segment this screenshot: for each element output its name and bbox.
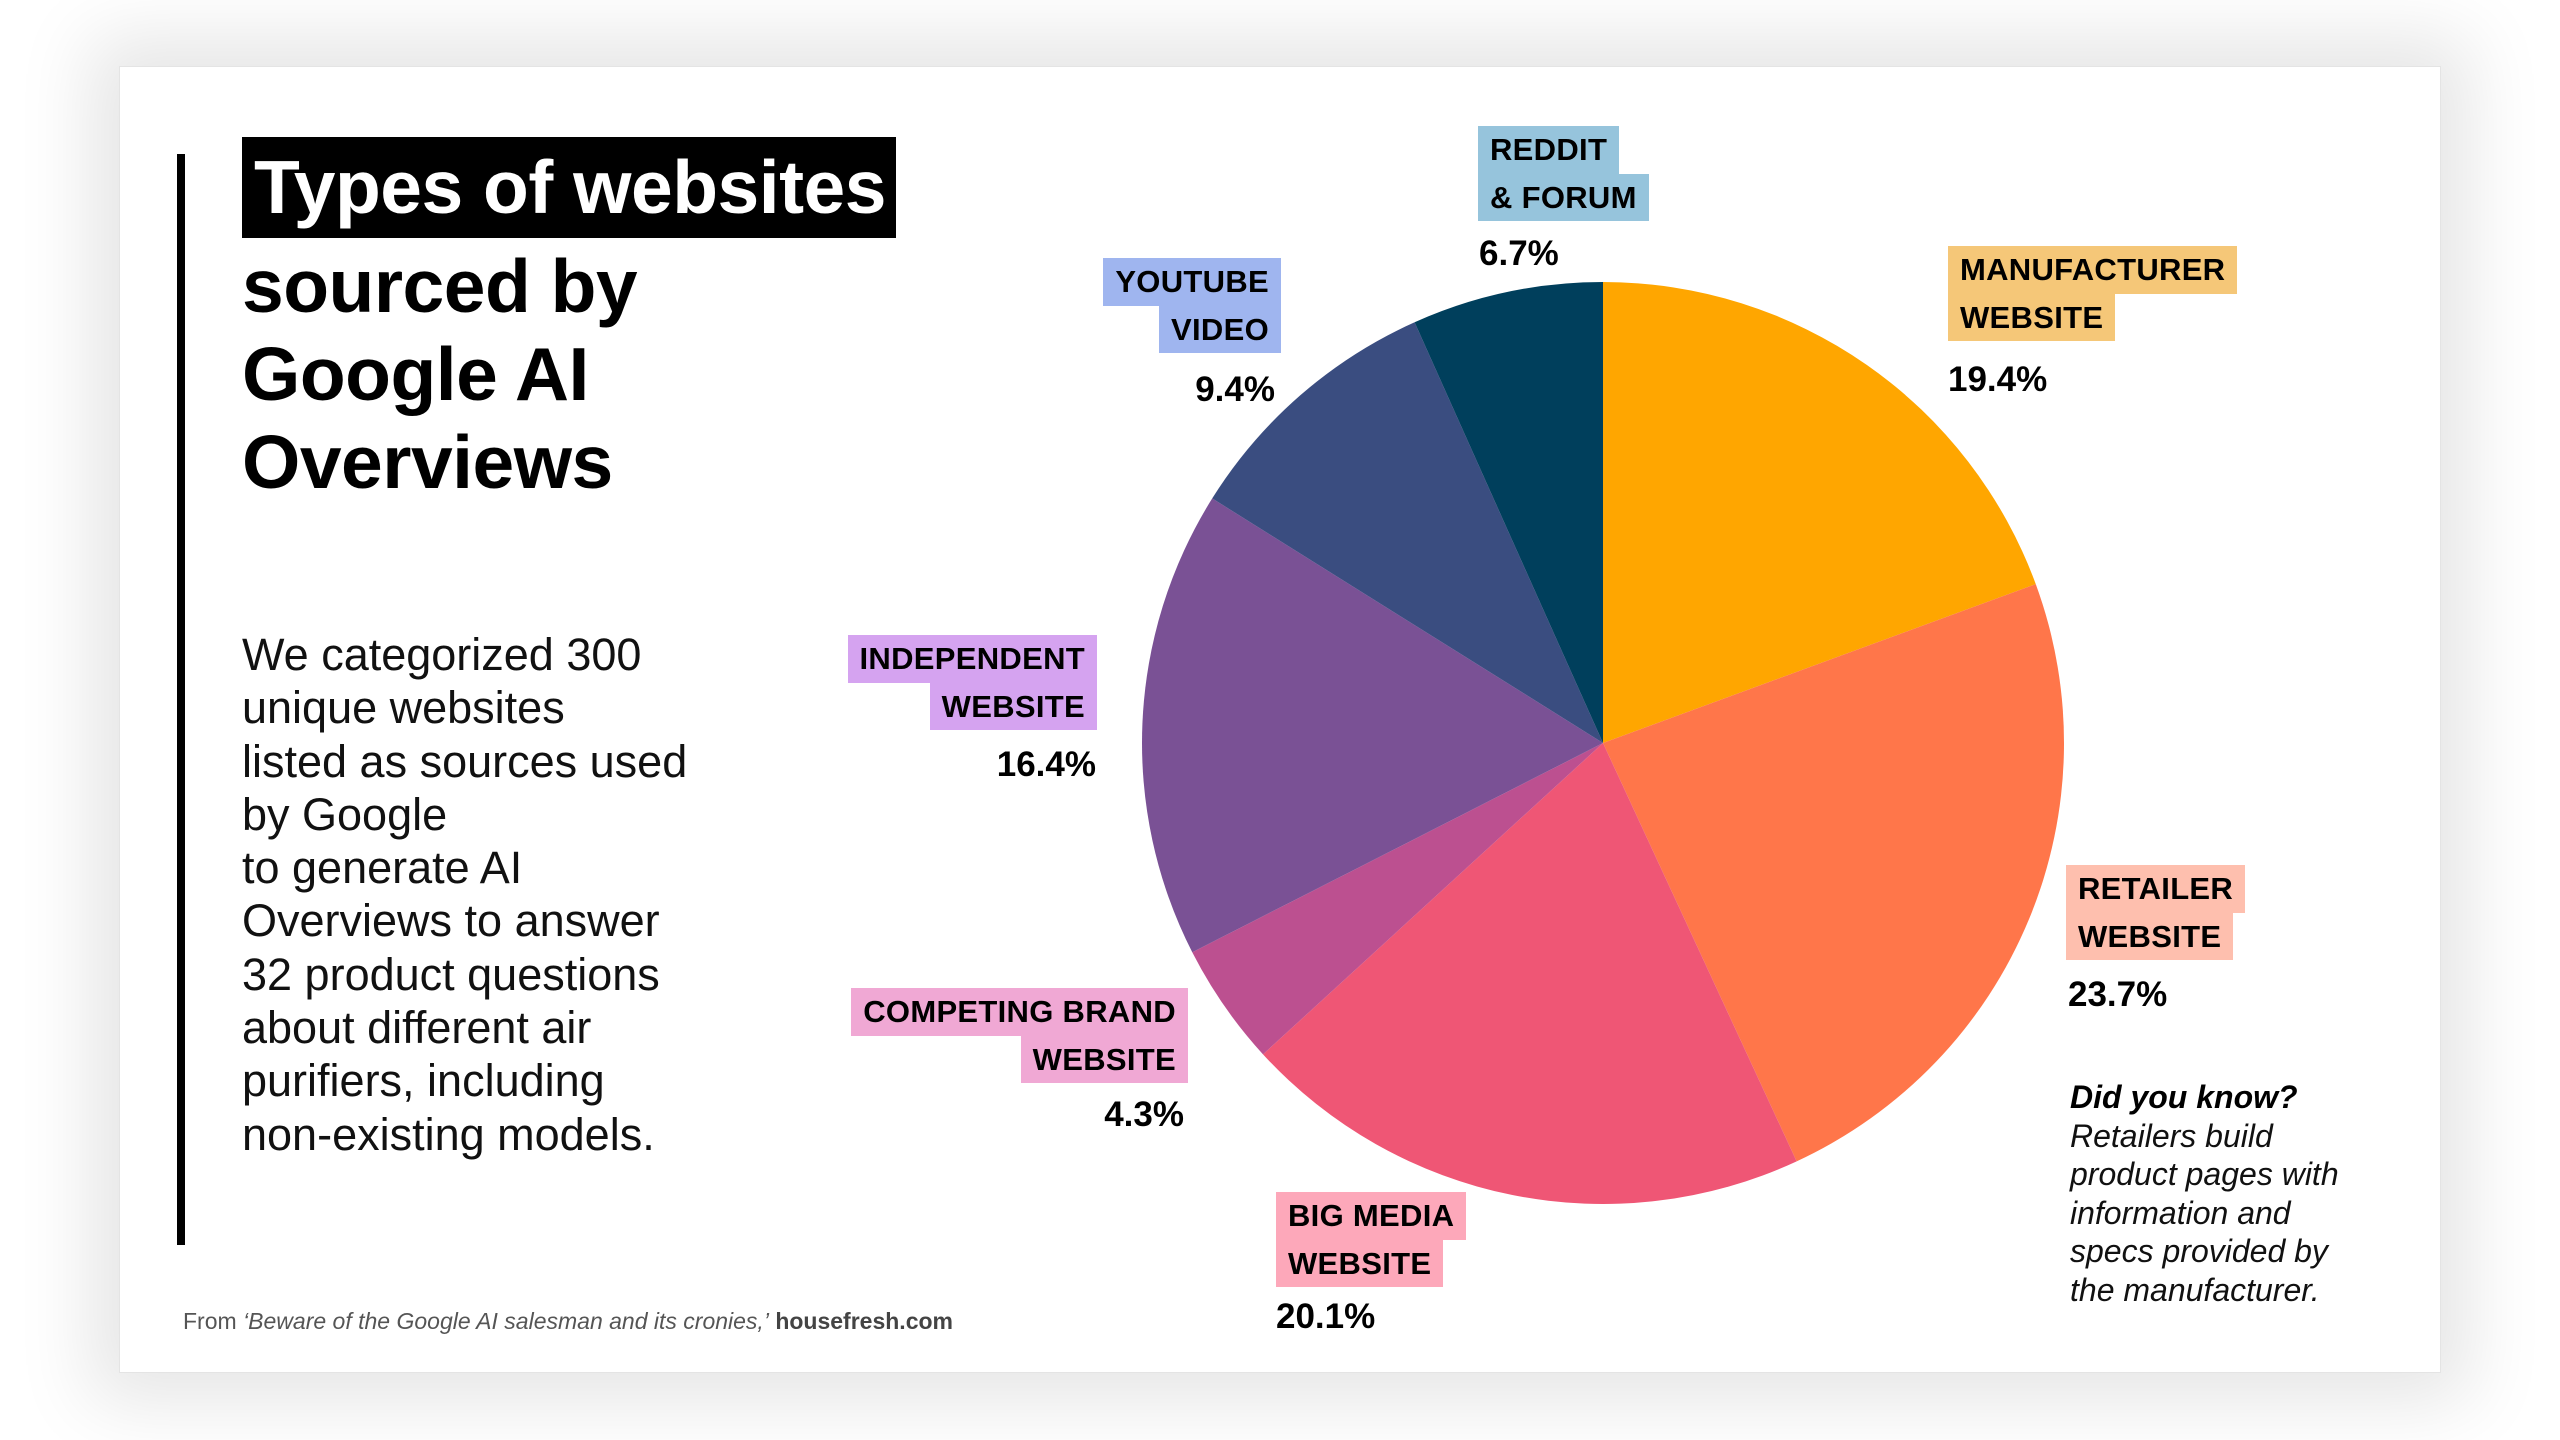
footer-prefix: From — [183, 1308, 244, 1334]
pie-slice-reddit — [1414, 282, 1603, 743]
label-independent: INDEPENDENT WEBSITE — [847, 635, 1097, 730]
title-highlight: Types of websites — [242, 137, 896, 238]
pct-manufacturer: 19.4% — [1948, 360, 2048, 399]
label-youtube: YOUTUBE VIDEO — [1103, 258, 1281, 353]
pie-slice-retailer — [1603, 584, 2065, 1162]
did-you-know-note: Did you know? Retailers build product pa… — [2070, 1078, 2339, 1309]
title-line: Google AI — [242, 332, 589, 416]
description-line: non-existing models. — [242, 1108, 655, 1160]
description-line: 32 product questions — [242, 948, 660, 1000]
footer-site: housefresh.com — [775, 1308, 953, 1334]
label-line: WEBSITE — [1020, 1035, 1188, 1083]
description-line: by Google — [242, 788, 448, 840]
title-line: Overviews — [242, 420, 613, 504]
label-retailer: RETAILER WEBSITE — [2066, 865, 2246, 960]
pct-youtube: 9.4% — [1195, 370, 1275, 409]
title-line: sourced by — [242, 244, 638, 328]
label-competing: COMPETING BRAND WEBSITE — [851, 988, 1188, 1083]
pie-slice-youtube — [1212, 322, 1603, 743]
label-line: MANUFACTURER — [1948, 246, 2238, 294]
label-big-media: BIG MEDIA WEBSITE — [1276, 1192, 1467, 1287]
pie-slices — [1142, 282, 2065, 1204]
did-you-know-line: product pages with — [2070, 1156, 2339, 1192]
footer-article: ‘Beware of the Google AI salesman and it… — [243, 1308, 769, 1334]
accent-bar — [177, 154, 185, 1245]
label-line: WEBSITE — [1276, 1239, 1444, 1287]
label-line: BIG MEDIA — [1276, 1192, 1467, 1240]
pct-independent: 16.4% — [996, 745, 1096, 784]
label-reddit: REDDIT & FORUM — [1478, 126, 1649, 221]
pie-slice-independent — [1142, 498, 1603, 953]
label-line: RETAILER — [2066, 865, 2246, 913]
did-you-know-heading: Did you know? — [2070, 1079, 2298, 1115]
description-line: unique websites — [242, 682, 565, 734]
label-line: WEBSITE — [2066, 912, 2234, 960]
description-line: listed as sources used — [242, 735, 688, 787]
label-line: & FORUM — [1478, 173, 1649, 221]
pie-slice-competing — [1192, 743, 1603, 1055]
label-manufacturer: MANUFACTURER WEBSITE — [1948, 246, 2238, 341]
did-you-know-line: Retailers build — [2070, 1117, 2273, 1154]
description-line: about different air — [242, 1002, 592, 1054]
pie-slice-manufacturer — [1603, 282, 2036, 743]
pie-slice-big-media — [1263, 743, 1797, 1204]
label-line: COMPETING BRAND — [851, 988, 1188, 1036]
label-line: YOUTUBE — [1103, 258, 1281, 306]
label-line: REDDIT — [1478, 126, 1620, 174]
description-line: purifiers, including — [242, 1055, 605, 1107]
description-line: Overviews to answer — [242, 895, 660, 947]
label-line: VIDEO — [1159, 305, 1281, 353]
pct-reddit: 6.7% — [1479, 234, 1559, 273]
label-line: WEBSITE — [1948, 293, 2116, 341]
source-footer: From ‘Beware of the Google AI salesman a… — [183, 1308, 953, 1335]
did-you-know-line: the manufacturer. — [2070, 1271, 2320, 1308]
did-you-know-line: information and — [2070, 1194, 2291, 1231]
label-line: INDEPENDENT — [847, 635, 1097, 683]
pct-retailer: 23.7% — [2068, 975, 2168, 1014]
label-line: WEBSITE — [929, 682, 1097, 730]
pct-competing: 4.3% — [1104, 1095, 1184, 1134]
page-title: sourced by Google AI Overviews — [242, 242, 638, 506]
description-line: We categorized 300 — [242, 629, 642, 680]
description-line: to generate AI — [242, 842, 523, 894]
description: We categorized 300 unique websites liste… — [242, 628, 687, 1161]
pct-big-media: 20.1% — [1276, 1297, 1376, 1336]
did-you-know-line: specs provided by — [2070, 1233, 2328, 1269]
